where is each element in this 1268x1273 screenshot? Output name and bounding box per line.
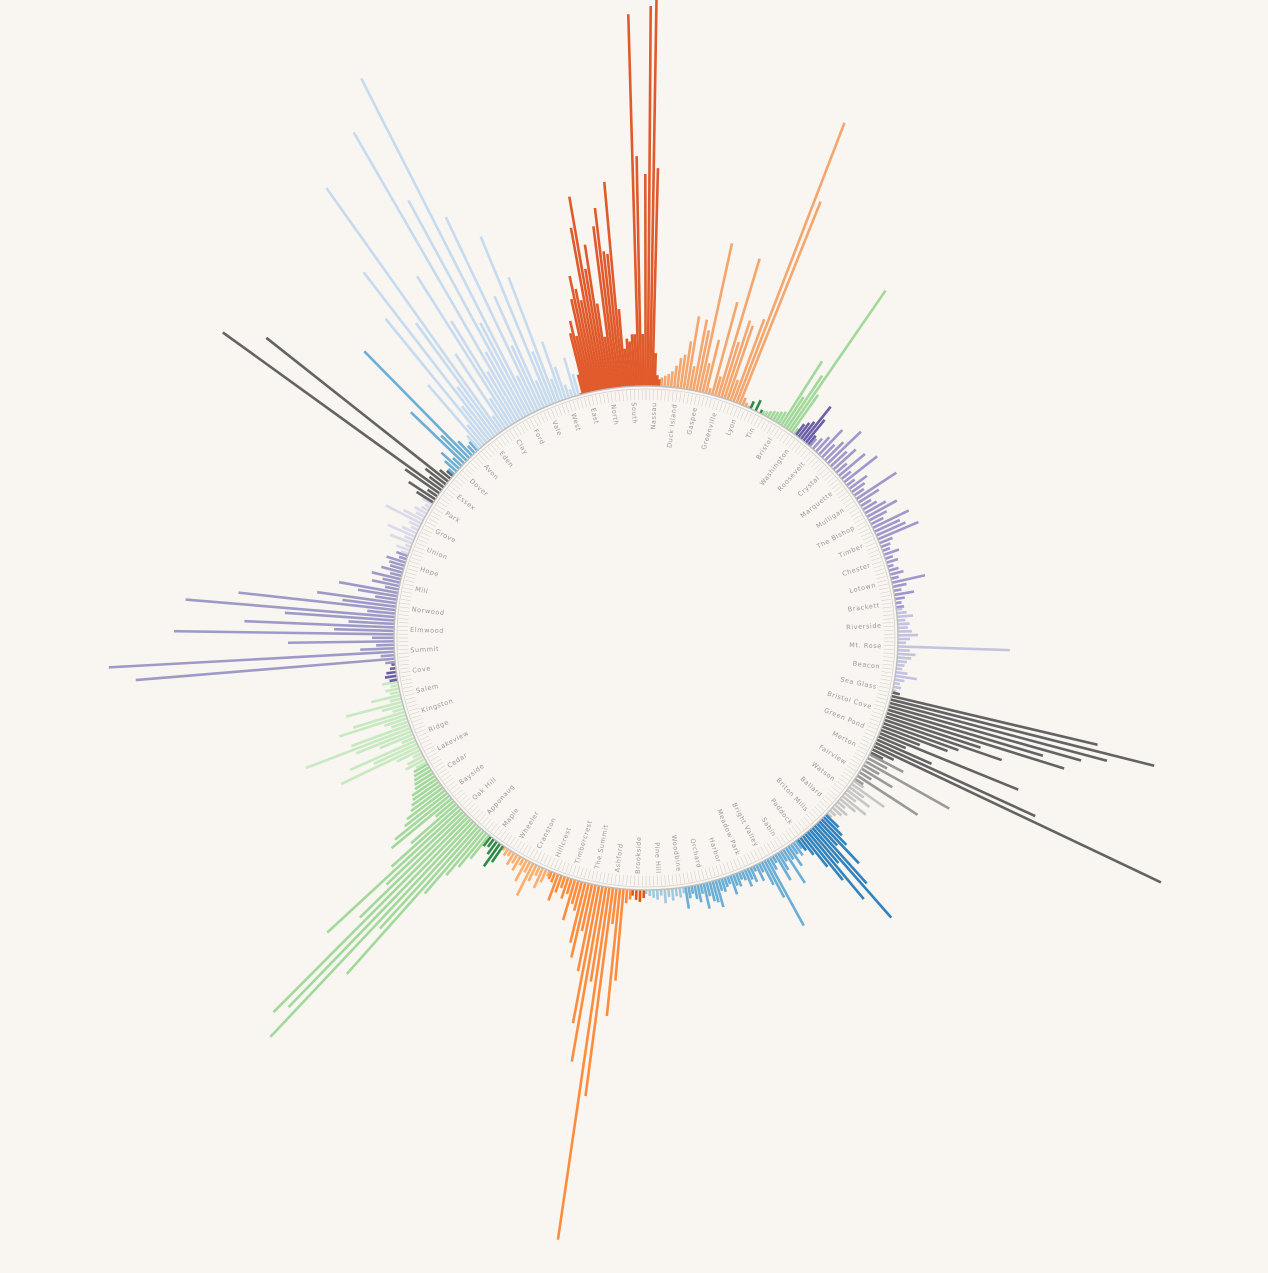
tick-label: Brookside bbox=[634, 836, 643, 874]
bar-g12-2 bbox=[676, 888, 677, 896]
bar-g12-5 bbox=[665, 889, 666, 903]
bar-g19-3 bbox=[390, 668, 396, 669]
bar-g6-13 bbox=[897, 657, 911, 658]
bar-g6-0 bbox=[896, 609, 902, 610]
bar-g5-41 bbox=[894, 589, 902, 591]
bar-g0-28 bbox=[643, 334, 644, 386]
tick-label: Pine Hill bbox=[653, 842, 663, 874]
bar-g1-3 bbox=[671, 371, 673, 387]
bar-g6-2 bbox=[897, 615, 913, 616]
tick-label: Elmwood bbox=[410, 626, 444, 635]
bar-g1-1 bbox=[665, 376, 666, 387]
bar-g6-12 bbox=[898, 654, 916, 655]
bar-g12-0 bbox=[683, 887, 684, 893]
bar-g6-15 bbox=[897, 665, 905, 666]
bar-g5-44 bbox=[896, 602, 902, 603]
bar-g19-2 bbox=[386, 672, 396, 673]
bar-g6-19 bbox=[895, 679, 905, 681]
bar-g19-0 bbox=[390, 680, 398, 681]
bar-g6-4 bbox=[898, 624, 910, 625]
bar-g5-35 bbox=[888, 565, 894, 567]
bar-g0-33 bbox=[655, 353, 656, 386]
bar-g7-0 bbox=[892, 693, 900, 695]
bar-g1-0 bbox=[661, 377, 662, 386]
bar-g6-20 bbox=[894, 683, 900, 684]
bar-g20-2 bbox=[381, 655, 395, 656]
bar-g1-2 bbox=[668, 374, 669, 387]
tick-label: South bbox=[630, 402, 639, 424]
bar-g20-0 bbox=[385, 662, 395, 663]
bar-g6-14 bbox=[897, 661, 907, 662]
bar-g14-1 bbox=[626, 889, 627, 903]
tick-label: Nassau bbox=[649, 402, 658, 430]
bar-g14-0 bbox=[630, 890, 631, 900]
tick-label: Mt. Rose bbox=[849, 641, 882, 650]
bar-g20-9 bbox=[334, 629, 394, 631]
bar-g12-3 bbox=[672, 889, 673, 901]
bar-g6-11 bbox=[898, 650, 910, 651]
bar-g18-24 bbox=[391, 685, 399, 687]
bar-g6-21 bbox=[893, 687, 901, 689]
bar-g5-38 bbox=[891, 577, 899, 579]
tick-label: Summit bbox=[410, 645, 439, 655]
bar-g6-16 bbox=[896, 669, 902, 670]
bar-g1-15 bbox=[709, 388, 711, 394]
bar-g5-45 bbox=[896, 606, 904, 607]
bar-g12-4 bbox=[668, 889, 669, 897]
bar-g19-1 bbox=[385, 676, 397, 678]
bar-g20-6 bbox=[288, 641, 394, 642]
bar-g11-37 bbox=[692, 886, 693, 894]
bar-g6-1 bbox=[897, 612, 907, 613]
bar-g6-3 bbox=[897, 620, 905, 621]
bar-g5-43 bbox=[895, 598, 905, 600]
bar-g6-17 bbox=[896, 672, 908, 674]
bar-g20-4 bbox=[360, 648, 394, 649]
bar-g12-1 bbox=[680, 888, 681, 898]
